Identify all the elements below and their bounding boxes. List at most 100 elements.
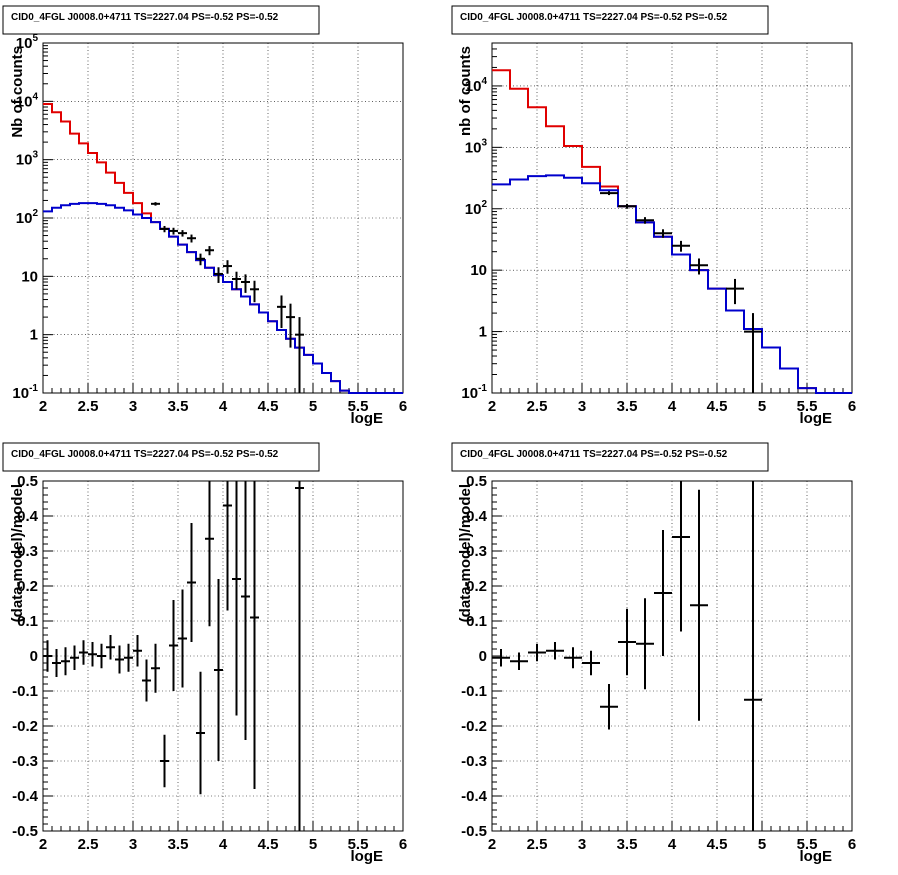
data-point <box>205 481 214 627</box>
y-tick-label: 102 <box>16 208 39 227</box>
y-tick-label: 0.3 <box>466 543 487 560</box>
x-tick-label: 2 <box>39 398 47 415</box>
data-point <box>124 643 133 672</box>
y-tick-label: 104 <box>16 91 39 110</box>
chart-title: CID0_4FGL J0008.0+4711 TS=2227.04 PS=-0.… <box>460 12 728 23</box>
x-tick-label: 4.5 <box>258 398 279 415</box>
y-tick-label: 10 <box>21 268 38 285</box>
data-point <box>106 635 115 660</box>
pad-title-box <box>2 442 320 472</box>
y-tick-label: 0.5 <box>466 473 487 490</box>
data-point <box>187 523 196 642</box>
y-tick-label: 0.1 <box>17 613 38 630</box>
data-point <box>492 649 510 667</box>
x-tick-label: 2.5 <box>527 836 548 853</box>
x-tick-label: 3 <box>129 836 137 853</box>
data-point <box>726 278 744 305</box>
data-point <box>79 640 88 665</box>
data-point <box>654 229 672 238</box>
x-tick-label: 2 <box>488 836 496 853</box>
source-model-histogram <box>43 202 403 394</box>
y-tick-label: -0.2 <box>12 718 38 735</box>
x-tick-label: 2 <box>488 398 496 415</box>
data-point <box>528 643 546 662</box>
y-tick-label: 10 <box>470 262 487 279</box>
data-points <box>492 481 762 831</box>
x-tick-label: 5 <box>758 398 766 415</box>
x-tick-label: 3.5 <box>617 398 638 415</box>
data-point <box>196 253 205 266</box>
chart-pad-1: CID0_4FGL J0008.0+4711 TS=2227.04 PS=-0.… <box>2 5 407 427</box>
x-tick-label: 5 <box>758 836 766 853</box>
data-point <box>205 246 214 256</box>
y-tick-label: 105 <box>16 33 39 52</box>
y-tick-label: 0.4 <box>466 508 488 525</box>
chart-pad-2: CID0_4FGL J0008.0+4711 TS=2227.04 PS=-0.… <box>451 5 856 427</box>
y-tick-label: 104 <box>465 76 488 95</box>
x-axis-title: logE <box>800 410 833 427</box>
x-tick-label: 5.5 <box>797 836 818 853</box>
x-tick-label: 3.5 <box>168 836 189 853</box>
data-point <box>690 258 708 275</box>
data-point <box>744 481 762 831</box>
data-point <box>214 579 223 761</box>
data-point <box>52 649 61 677</box>
data-points <box>43 481 304 831</box>
pad-title-box <box>451 5 769 35</box>
data-point <box>277 295 286 329</box>
grid <box>43 43 403 393</box>
data-points <box>151 202 304 393</box>
data-point <box>232 481 241 716</box>
y-tick-label: 0.5 <box>17 473 38 490</box>
y-tick-label: 1 <box>30 327 38 344</box>
y-tick-label: -0.1 <box>461 683 487 700</box>
data-point <box>178 230 187 237</box>
grid <box>492 43 852 393</box>
data-point <box>178 589 187 688</box>
data-point <box>241 274 250 293</box>
data-point <box>564 647 582 669</box>
data-point <box>43 640 52 672</box>
x-tick-label: 5 <box>309 836 317 853</box>
pad-title-box <box>451 442 769 472</box>
y-axis-title: (data-model)/model <box>9 484 26 622</box>
data-point <box>250 280 259 303</box>
data-point <box>690 489 708 721</box>
y-tick-label: -0.3 <box>461 753 487 770</box>
y-tick-label: 0 <box>30 648 38 665</box>
x-axis-title: logE <box>351 410 384 427</box>
x-tick-label: 5.5 <box>797 398 818 415</box>
y-tick-label: 0.4 <box>17 508 39 525</box>
data-point <box>160 734 169 788</box>
x-tick-label: 5 <box>309 398 317 415</box>
y-tick-label: -0.5 <box>461 823 487 840</box>
ticks <box>491 42 853 394</box>
data-point <box>582 650 600 676</box>
data-point <box>115 645 124 674</box>
data-point <box>546 642 564 660</box>
data-point <box>223 481 232 611</box>
data-point <box>241 481 250 740</box>
y-tick-label: -0.4 <box>12 788 39 805</box>
data-point <box>636 598 654 690</box>
y-tick-label: 102 <box>465 199 488 218</box>
y-tick-label: -0.3 <box>12 753 38 770</box>
chart-pad-3: CID0_4FGL J0008.0+4711 TS=2227.04 PS=-0.… <box>2 442 407 865</box>
data-point <box>600 684 618 730</box>
data-point <box>295 317 304 393</box>
data-point <box>672 240 690 252</box>
ticks <box>42 480 404 832</box>
data-point <box>214 267 223 283</box>
chart-title: CID0_4FGL J0008.0+4711 TS=2227.04 PS=-0.… <box>460 449 728 460</box>
y-tick-label: 10-1 <box>461 383 487 402</box>
x-tick-label: 5.5 <box>348 836 369 853</box>
y-tick-label: 0.2 <box>17 578 38 595</box>
data-point <box>187 234 196 243</box>
y-tick-label: 0 <box>479 648 487 665</box>
chart-title: CID0_4FGL J0008.0+4711 TS=2227.04 PS=-0.… <box>11 449 279 460</box>
data-point <box>295 481 304 831</box>
y-tick-label: -0.5 <box>12 823 38 840</box>
chart-pad-4: CID0_4FGL J0008.0+4711 TS=2227.04 PS=-0.… <box>451 442 856 865</box>
x-tick-label: 6 <box>399 836 407 853</box>
